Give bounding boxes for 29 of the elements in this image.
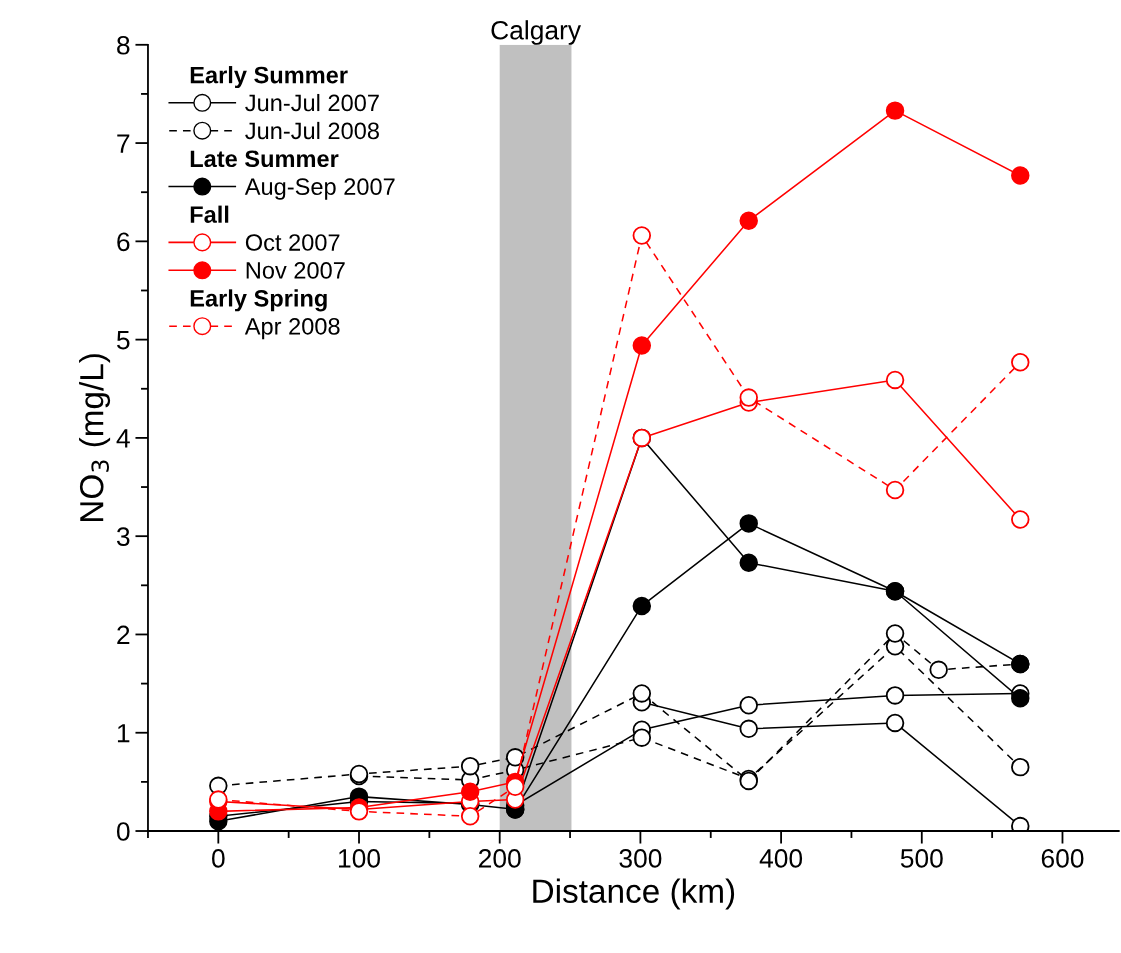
- annotation: Late Summer: [190, 150, 339, 168]
- y-tick-label: 1: [117, 724, 130, 743]
- y-tick-label: 5: [116, 331, 130, 350]
- y-tick-label: 3: [116, 527, 130, 546]
- legend-label: Apr 2008: [244, 317, 340, 340]
- legend-label: Nov 2007: [246, 262, 345, 279]
- y-tick-label: 0: [116, 822, 130, 841]
- y-tick-label: 2: [117, 625, 130, 645]
- x-tick-label: 400: [759, 849, 803, 868]
- y-tick-label: 6: [117, 232, 130, 252]
- x-axis-title: Distance (km): [533, 878, 735, 910]
- x-tick-label: 300: [619, 849, 662, 868]
- x-tick-label: 200: [479, 849, 521, 868]
- legend-label: Jun-Jul 2007: [245, 93, 379, 112]
- x-tick-label: 0: [212, 849, 225, 868]
- y-tick-label: 8: [117, 35, 130, 55]
- annotation: Fall: [190, 205, 229, 223]
- legend-label: Oct 2007: [245, 234, 340, 251]
- x-tick-label: 600: [1041, 849, 1084, 868]
- y-tick-label: 4: [116, 429, 130, 448]
- y-tick-label: 7: [117, 134, 130, 153]
- annotation: Early Spring: [190, 289, 327, 312]
- legend-label: Aug-Sep 2007: [244, 178, 395, 200]
- band-label: Calgary: [491, 20, 581, 45]
- x-tick-label: 100: [339, 849, 380, 868]
- annotation: Early Summer: [190, 66, 348, 89]
- y-axis-title: NO$_{3}$ (mg/L): [79, 354, 111, 521]
- legend-label: Jun-Jul 2008: [245, 121, 379, 140]
- x-tick-label: 500: [900, 849, 943, 868]
